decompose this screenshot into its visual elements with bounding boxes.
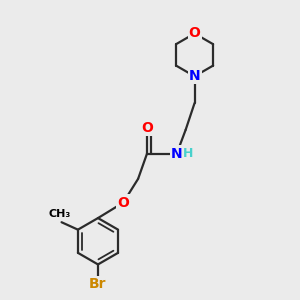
Text: H: H [183, 147, 193, 160]
Text: N: N [189, 69, 200, 83]
Text: N: N [171, 147, 183, 160]
Text: O: O [117, 196, 129, 210]
Text: O: O [189, 26, 200, 40]
Text: O: O [141, 121, 153, 135]
Text: CH₃: CH₃ [49, 209, 71, 219]
Text: Br: Br [89, 277, 107, 291]
